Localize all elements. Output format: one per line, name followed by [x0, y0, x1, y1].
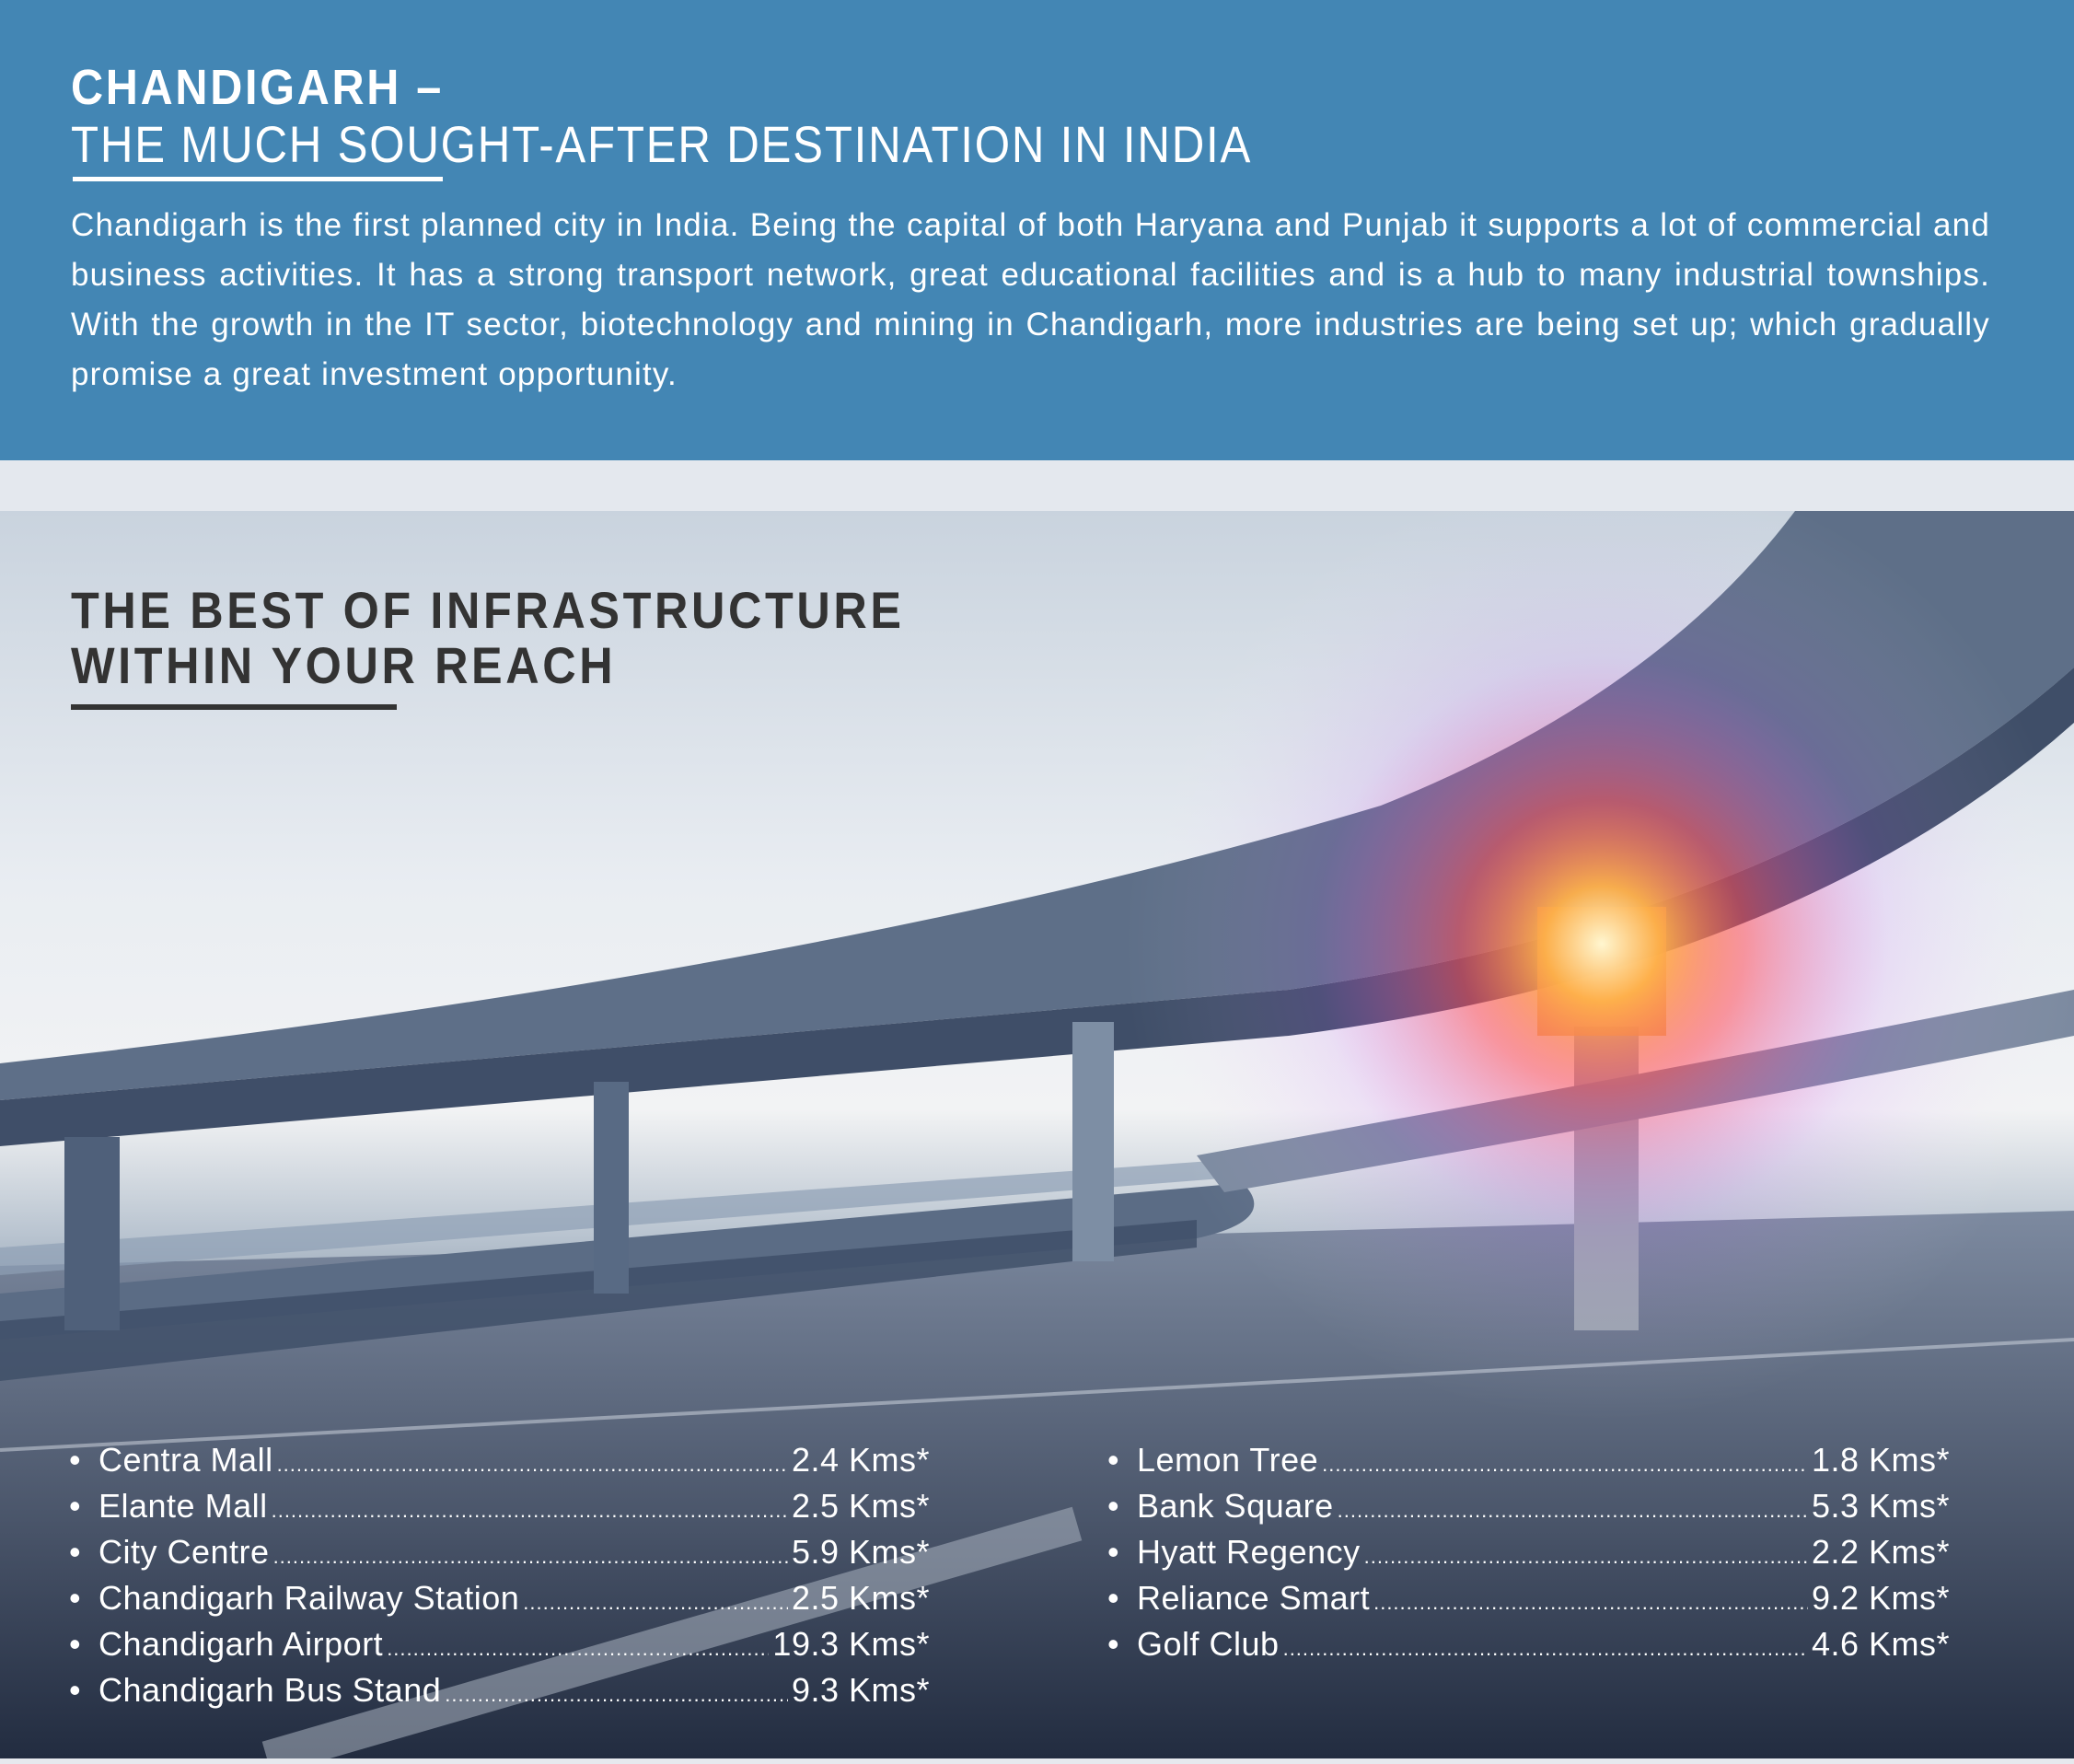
leader-dots [1283, 1637, 1808, 1661]
heading-underline [71, 704, 397, 710]
page-title: CHANDIGARH – [71, 60, 445, 115]
place-distance: 2.5 Kms* [791, 1579, 930, 1617]
distance-list-right: •Lemon Tree1.8 Kms*•Bank Square5.3 Kms*•… [1107, 1441, 1950, 1671]
intro-paragraph: Chandigarh is the first planned city in … [71, 207, 1990, 392]
leader-dots [1373, 1591, 1808, 1615]
place-name: Centra Mall [98, 1441, 273, 1479]
list-item: • Chandigarh Railway Station 2.5 Kms* [69, 1579, 930, 1625]
leader-dots [1322, 1453, 1808, 1477]
bullet-icon: • [1107, 1533, 1120, 1571]
place-distance: 9.2 Kms* [1811, 1579, 1950, 1617]
leader-dots [445, 1683, 788, 1707]
title-underline [73, 177, 443, 181]
list-item: • Chandigarh Airport 19.3 Kms* [69, 1625, 930, 1671]
bullet-icon: • [1107, 1579, 1120, 1617]
list-item: • Hyatt Regency 2.2 Kms* [1107, 1533, 1950, 1579]
place-distance: 2.5 Kms* [791, 1487, 930, 1525]
place-name: Hyatt Regency [1137, 1533, 1361, 1571]
heading-line-1: THE BEST OF INFRASTRUCTURE [71, 581, 905, 639]
list-item: • Reliance Smart 9.2 Kms* [1107, 1579, 1950, 1625]
place-distance: 19.3 Kms* [772, 1625, 930, 1663]
bullet-icon: • [69, 1441, 82, 1479]
bullet-icon: • [69, 1533, 82, 1571]
bullet-icon: • [69, 1625, 82, 1663]
place-name: Chandigarh Bus Stand [98, 1671, 442, 1709]
place-name: Bank Square [1137, 1487, 1334, 1525]
divider-strip [0, 460, 2074, 511]
distance-list-left: • Centra Mall 2.4 Kms* • Elante Mall 2.5 Kms*… [69, 1441, 930, 1717]
place-distance: 4.6 Kms* [1811, 1625, 1950, 1663]
flyover-photo: THE BEST OF INFRASTRUCTURE WITHIN YOUR R… [0, 511, 2074, 1758]
bullet-icon: • [1107, 1487, 1120, 1525]
list-item: • City Centre 5.9 Kms* [69, 1533, 930, 1579]
place-distance: 5.3 Kms* [1811, 1487, 1950, 1525]
bullet-icon: • [1107, 1441, 1120, 1479]
leader-dots [272, 1499, 788, 1523]
place-name: Golf Club [1137, 1625, 1280, 1663]
bullet-icon: • [69, 1487, 82, 1525]
leader-dots [387, 1637, 769, 1661]
place-name: Chandigarh Airport [98, 1625, 384, 1663]
infrastructure-heading: THE BEST OF INFRASTRUCTURE WITHIN YOUR R… [71, 583, 905, 693]
place-name: Elante Mall [98, 1487, 268, 1525]
place-distance: 2.2 Kms* [1811, 1533, 1950, 1571]
bullet-icon: • [69, 1671, 82, 1709]
list-item: • Centra Mall 2.4 Kms* [69, 1441, 930, 1487]
place-name: City Centre [98, 1533, 270, 1571]
place-name: Reliance Smart [1137, 1579, 1371, 1617]
place-distance: 5.9 Kms* [791, 1533, 930, 1571]
place-name: Chandigarh Railway Station [98, 1579, 520, 1617]
page-subtitle: THE MUCH SOUGHT-AFTER DESTINATION IN IND… [71, 115, 1253, 173]
header-banner: CHANDIGARH – THE MUCH SOUGHT-AFTER DESTI… [0, 0, 2074, 460]
heading-line-2: WITHIN YOUR REACH [71, 636, 617, 694]
leader-dots [523, 1591, 788, 1615]
bullet-icon: • [69, 1579, 82, 1617]
leader-dots [1364, 1545, 1808, 1569]
bottom-border [0, 1758, 2074, 1764]
list-item: • Lemon Tree 1.8 Kms* [1107, 1441, 1950, 1487]
leader-dots [277, 1453, 788, 1477]
bullet-icon: • [1107, 1625, 1120, 1663]
list-item: • Chandigarh Bus Stand 9.3 Kms* [69, 1671, 930, 1717]
list-item: • Elante Mall 2.5 Kms* [69, 1487, 930, 1533]
list-item: • Golf Club 4.6 Kms* [1107, 1625, 1950, 1671]
place-distance: 1.8 Kms* [1811, 1441, 1950, 1479]
list-item: • Bank Square 5.3 Kms* [1107, 1487, 1950, 1533]
place-name: Lemon Tree [1137, 1441, 1319, 1479]
place-distance: 9.3 Kms* [791, 1671, 930, 1709]
leader-dots [273, 1545, 788, 1569]
place-distance: 2.4 Kms* [791, 1441, 930, 1479]
leader-dots [1338, 1499, 1808, 1523]
